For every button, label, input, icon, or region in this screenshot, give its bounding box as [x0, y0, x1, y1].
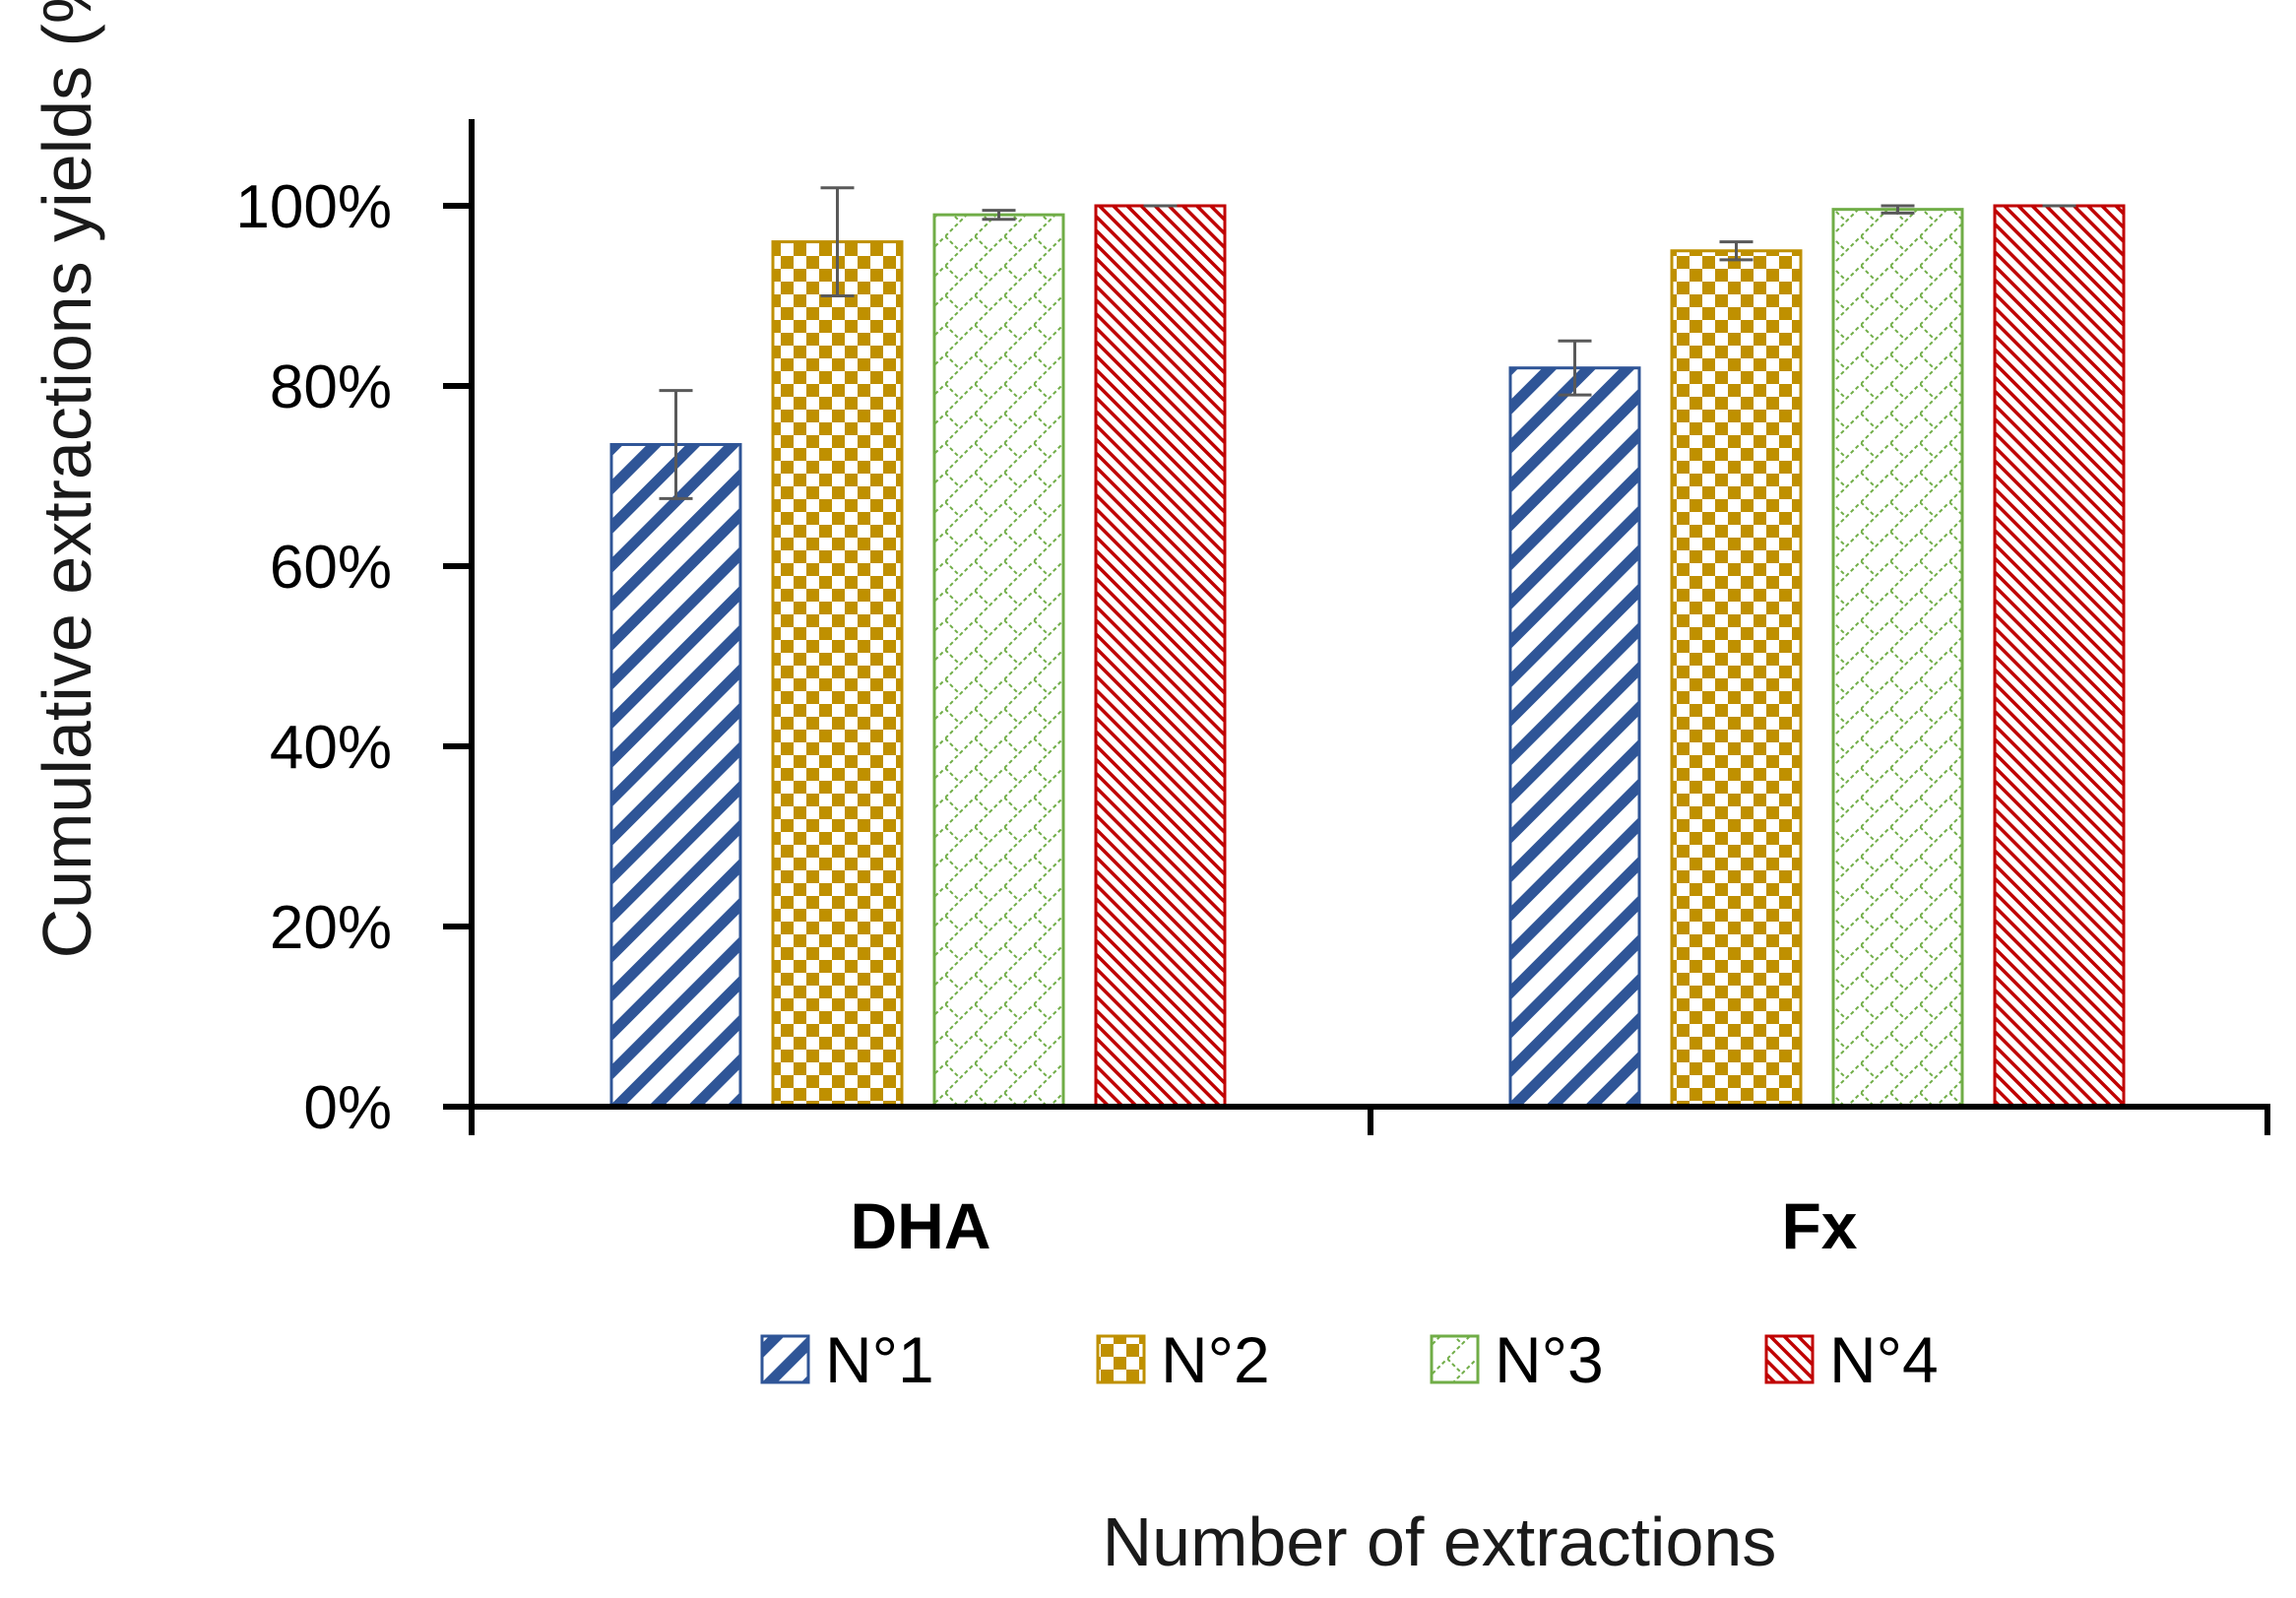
error-bar-fx-1: [1558, 339, 1592, 397]
error-bar-dha-1: [659, 389, 693, 500]
y-tick-label: 80%: [270, 353, 392, 421]
bar-dha-2: [771, 240, 904, 1109]
category-label-fx: Fx: [1781, 1189, 1857, 1262]
y-tick-label: 40%: [270, 714, 392, 782]
legend-item-n4: N°4: [1764, 1323, 1939, 1396]
error-bar-dha-3: [982, 209, 1016, 222]
bar-fx-3: [1831, 208, 1964, 1109]
y-tick-label: 20%: [270, 894, 392, 962]
y-axis-title: Cumulative extractions yields (%): [29, 0, 105, 958]
bar-dha-4: [1094, 204, 1227, 1109]
error-bar-fx-2: [1719, 240, 1754, 262]
bars: [609, 204, 2126, 1109]
bar-fx-1: [1508, 366, 1641, 1109]
legend-swatch-n1: [760, 1334, 810, 1384]
error-bar-fx-3: [1881, 204, 1915, 215]
bar-dha-1: [609, 442, 742, 1109]
legend-swatch-n4: [1764, 1334, 1815, 1384]
category-label-dha: DHA: [851, 1189, 991, 1262]
legend: N°1 N°2 N°3 N°4: [760, 1323, 1939, 1396]
legend-swatch-n2: [1096, 1334, 1146, 1384]
y-tick-label: 100%: [235, 173, 392, 241]
bar-fx-4: [1993, 204, 2126, 1109]
legend-item-n2: N°2: [1096, 1323, 1270, 1396]
y-axis-ticks: 0% 20% 40% 60% 80% 100%: [235, 173, 472, 1142]
legend-item-n1: N°1: [760, 1323, 934, 1396]
x-axis-title: Number of extractions: [1103, 1503, 1777, 1580]
y-tick-label: 60%: [270, 534, 392, 602]
legend-label-n2: N°2: [1161, 1323, 1270, 1396]
legend-label-n4: N°4: [1829, 1323, 1939, 1396]
legend-item-n3: N°3: [1430, 1323, 1604, 1396]
error-bars: [659, 186, 2076, 500]
legend-swatch-n3: [1430, 1334, 1480, 1384]
y-tick-label: 0%: [303, 1074, 392, 1142]
error-bar-dha-2: [820, 186, 855, 297]
legend-label-n3: N°3: [1495, 1323, 1604, 1396]
bar-dha-3: [932, 213, 1065, 1109]
legend-label-n1: N°1: [825, 1323, 934, 1396]
bar-fx-2: [1670, 249, 1803, 1109]
